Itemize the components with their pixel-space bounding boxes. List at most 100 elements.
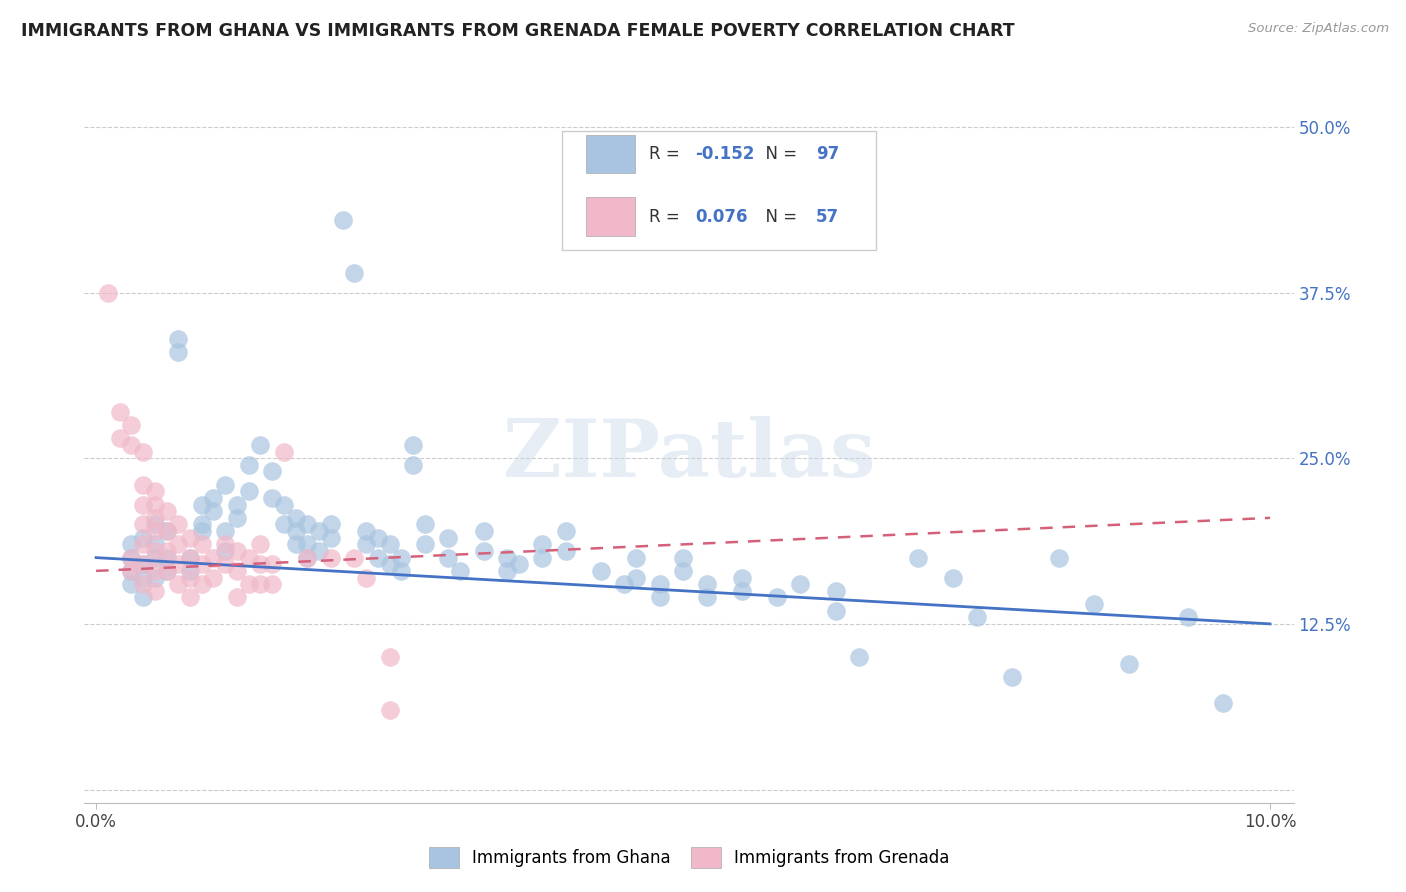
Point xyxy=(120,438,142,452)
Point xyxy=(378,650,401,665)
Point xyxy=(120,550,142,565)
Point xyxy=(343,550,366,565)
Point xyxy=(367,531,389,545)
Point xyxy=(672,564,695,578)
Point xyxy=(284,524,307,538)
Point xyxy=(554,524,576,538)
Point xyxy=(155,564,177,578)
Point xyxy=(308,524,330,538)
Legend: Immigrants from Ghana, Immigrants from Grenada: Immigrants from Ghana, Immigrants from G… xyxy=(422,841,956,874)
Point xyxy=(167,517,190,532)
Point xyxy=(202,550,225,565)
Point xyxy=(824,604,846,618)
Point xyxy=(143,583,166,598)
Text: 0.076: 0.076 xyxy=(695,208,748,226)
Point xyxy=(308,544,330,558)
Point xyxy=(297,517,319,532)
Point xyxy=(120,537,142,551)
Point xyxy=(179,570,201,584)
Point xyxy=(120,564,142,578)
Point xyxy=(273,444,295,458)
Point xyxy=(648,577,671,591)
Point xyxy=(143,498,166,512)
Point xyxy=(120,564,142,578)
Point xyxy=(226,498,249,512)
Point xyxy=(167,332,190,346)
Point xyxy=(413,517,436,532)
Point xyxy=(402,458,425,472)
Point xyxy=(624,550,647,565)
Point xyxy=(531,550,554,565)
Point xyxy=(226,564,249,578)
Point xyxy=(155,524,177,538)
Point xyxy=(132,537,155,551)
Point xyxy=(238,458,260,472)
FancyBboxPatch shape xyxy=(562,131,876,250)
Point xyxy=(1001,670,1024,684)
Bar xyxy=(586,135,634,173)
Point xyxy=(108,431,131,445)
Point xyxy=(389,550,412,565)
Point xyxy=(190,537,212,551)
Point xyxy=(449,564,471,578)
Point xyxy=(155,504,177,518)
Point xyxy=(202,504,225,518)
Point xyxy=(190,517,212,532)
Point xyxy=(1047,550,1070,565)
Point xyxy=(155,564,177,578)
Point xyxy=(249,558,271,572)
Point xyxy=(132,531,155,545)
Point xyxy=(226,591,249,605)
Point xyxy=(167,345,190,359)
Point xyxy=(202,491,225,505)
Point xyxy=(378,537,401,551)
Point xyxy=(907,550,929,565)
Text: R =: R = xyxy=(650,145,685,163)
Point xyxy=(731,583,754,598)
Point xyxy=(437,550,460,565)
Point xyxy=(789,577,811,591)
Text: R =: R = xyxy=(650,208,685,226)
Point xyxy=(179,531,201,545)
Point xyxy=(238,550,260,565)
Point xyxy=(143,537,166,551)
Point xyxy=(672,550,695,565)
Point xyxy=(343,266,366,280)
Point xyxy=(378,558,401,572)
Point xyxy=(120,418,142,433)
Point xyxy=(437,531,460,545)
Point xyxy=(824,583,846,598)
Point xyxy=(413,537,436,551)
Text: Source: ZipAtlas.com: Source: ZipAtlas.com xyxy=(1249,22,1389,36)
Point xyxy=(120,577,142,591)
Point xyxy=(696,591,718,605)
Point xyxy=(367,550,389,565)
Point xyxy=(143,564,166,578)
Point xyxy=(402,438,425,452)
Text: N =: N = xyxy=(755,145,803,163)
Point xyxy=(132,591,155,605)
Point xyxy=(167,537,190,551)
Bar xyxy=(586,197,634,235)
Point xyxy=(226,511,249,525)
Point xyxy=(143,484,166,499)
Point xyxy=(179,591,201,605)
Point xyxy=(262,465,284,479)
Point xyxy=(190,524,212,538)
Point xyxy=(1118,657,1140,671)
Point xyxy=(942,570,965,584)
Point xyxy=(696,577,718,591)
Point xyxy=(108,405,131,419)
Point xyxy=(179,550,201,565)
Point xyxy=(262,577,284,591)
Point xyxy=(132,558,155,572)
Point xyxy=(319,550,342,565)
Point xyxy=(132,577,155,591)
Point xyxy=(284,511,307,525)
Point xyxy=(319,531,342,545)
Point xyxy=(262,558,284,572)
Point xyxy=(1212,697,1234,711)
Text: IMMIGRANTS FROM GHANA VS IMMIGRANTS FROM GRENADA FEMALE POVERTY CORRELATION CHAR: IMMIGRANTS FROM GHANA VS IMMIGRANTS FROM… xyxy=(21,22,1015,40)
Point xyxy=(284,537,307,551)
Point xyxy=(214,544,236,558)
